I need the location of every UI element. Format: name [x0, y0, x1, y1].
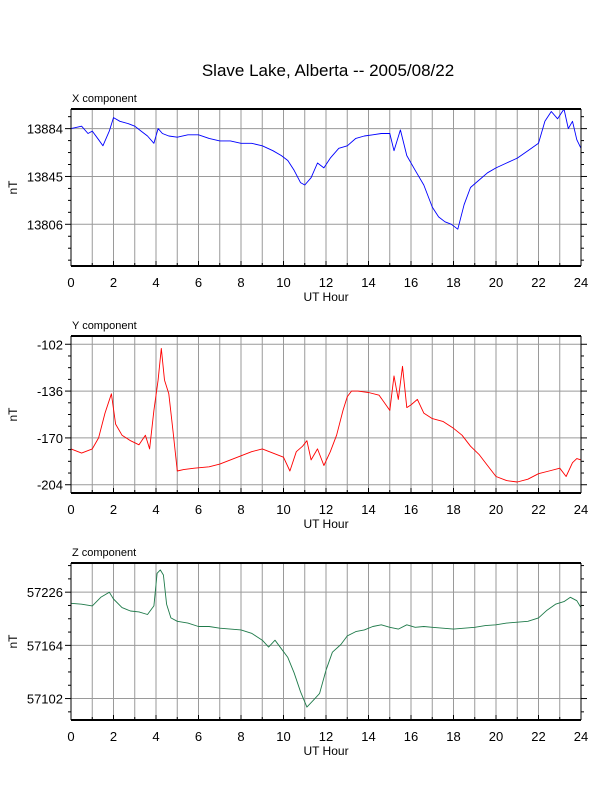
x-axis-label: UT Hour: [303, 517, 348, 531]
x-tick-label: 12: [319, 275, 333, 290]
x-tick-label: 14: [361, 275, 375, 290]
x-tick-label: 18: [446, 275, 460, 290]
x-tick-label: 16: [404, 729, 418, 744]
x-tick-label: 14: [361, 502, 375, 517]
x-tick-label: 22: [531, 729, 545, 744]
y-tick-label: 57226: [27, 585, 63, 600]
x-tick-label: 20: [489, 275, 503, 290]
z-series-line: [70, 569, 582, 708]
y-series-line: [70, 347, 582, 483]
x-tick-label: 0: [67, 275, 74, 290]
x-tick-label: 14: [361, 729, 375, 744]
x-tick-label: 20: [489, 729, 503, 744]
y-tick-label: -136: [37, 384, 63, 399]
x-tick-label: 16: [404, 502, 418, 517]
y-axis-label: nT: [6, 634, 20, 649]
x-axis-label: UT Hour: [303, 290, 348, 304]
y-tick-label: 57102: [27, 692, 63, 707]
x-tick-label: 2: [110, 275, 117, 290]
panel-label: Z component: [72, 547, 136, 559]
y-tick-label: -204: [37, 478, 63, 493]
x-tick-label: 22: [531, 502, 545, 517]
x-tick-label: 8: [237, 275, 244, 290]
y-axis-label: nT: [6, 180, 20, 195]
x-tick-label: 16: [404, 275, 418, 290]
x-tick-label: 18: [446, 502, 460, 517]
panel-label: Y component: [72, 320, 137, 332]
x-axis-label: UT Hour: [303, 744, 348, 758]
x-tick-label: 8: [237, 502, 244, 517]
x-tick-label: 10: [276, 502, 290, 517]
y-axis-label: nT: [6, 407, 20, 422]
x-tick-label: 24: [574, 729, 588, 744]
x-tick-label: 2: [110, 502, 117, 517]
y-tick-label: -170: [37, 431, 63, 446]
x-tick-label: 12: [319, 502, 333, 517]
x-tick-label: 8: [237, 729, 244, 744]
x-tick-label: 4: [152, 729, 159, 744]
x-tick-label: 24: [574, 502, 588, 517]
x-tick-label: 24: [574, 275, 588, 290]
x-tick-label: 4: [152, 275, 159, 290]
x-series-line: [70, 108, 582, 230]
y-tick-label: -102: [37, 337, 63, 352]
x-tick-label: 0: [67, 729, 74, 744]
panel-label: X component: [72, 93, 137, 105]
x-tick-label: 6: [195, 275, 202, 290]
y-tick-label: 13884: [27, 122, 63, 137]
x-tick-label: 10: [276, 275, 290, 290]
x-tick-label: 18: [446, 729, 460, 744]
x-tick-label: 0: [67, 502, 74, 517]
x-tick-label: 6: [195, 729, 202, 744]
x-tick-label: 20: [489, 502, 503, 517]
x-tick-label: 12: [319, 729, 333, 744]
y-tick-label: 13806: [27, 217, 63, 232]
x-tick-label: 6: [195, 502, 202, 517]
x-tick-label: 4: [152, 502, 159, 517]
x-tick-label: 22: [531, 275, 545, 290]
x-tick-label: 10: [276, 729, 290, 744]
y-tick-label: 57164: [27, 638, 63, 653]
chart-title: Slave Lake, Alberta -- 2005/08/22: [202, 61, 454, 80]
y-tick-label: 13845: [27, 169, 63, 184]
x-tick-label: 2: [110, 729, 117, 744]
